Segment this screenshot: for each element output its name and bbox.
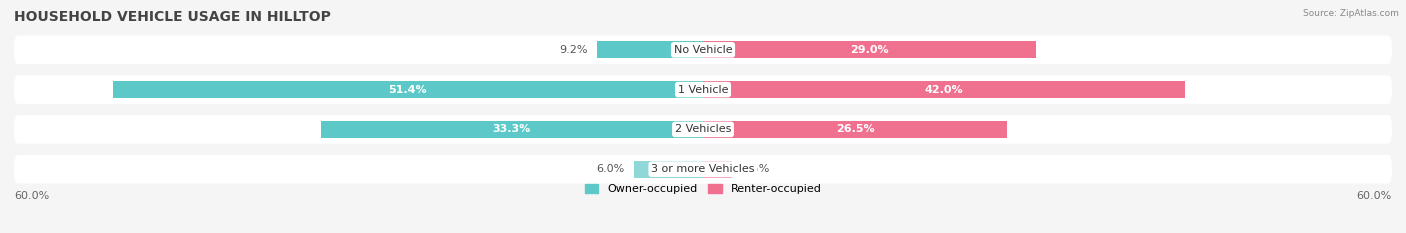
FancyBboxPatch shape	[14, 35, 1392, 64]
Bar	[703, 81, 1185, 98]
Text: No Vehicle: No Vehicle	[673, 45, 733, 55]
Bar	[112, 81, 703, 98]
Text: 51.4%: 51.4%	[388, 85, 427, 95]
Text: 26.5%: 26.5%	[835, 124, 875, 134]
FancyBboxPatch shape	[14, 75, 1392, 104]
Legend: Owner-occupied, Renter-occupied: Owner-occupied, Renter-occupied	[581, 179, 825, 199]
Text: 60.0%: 60.0%	[14, 191, 49, 201]
FancyBboxPatch shape	[14, 155, 1392, 184]
Text: 2 Vehicles: 2 Vehicles	[675, 124, 731, 134]
Text: 1 Vehicle: 1 Vehicle	[678, 85, 728, 95]
Text: 33.3%: 33.3%	[492, 124, 531, 134]
Text: 60.0%: 60.0%	[1357, 191, 1392, 201]
Text: 2.5%: 2.5%	[741, 164, 769, 174]
Text: 3 or more Vehicles: 3 or more Vehicles	[651, 164, 755, 174]
Bar	[703, 161, 731, 178]
Text: 6.0%: 6.0%	[596, 164, 624, 174]
Text: 9.2%: 9.2%	[560, 45, 588, 55]
Bar	[598, 41, 703, 58]
Bar	[703, 41, 1036, 58]
Bar	[703, 121, 1007, 138]
Text: 29.0%: 29.0%	[851, 45, 889, 55]
Bar	[321, 121, 703, 138]
Text: HOUSEHOLD VEHICLE USAGE IN HILLTOP: HOUSEHOLD VEHICLE USAGE IN HILLTOP	[14, 10, 330, 24]
Bar	[634, 161, 703, 178]
FancyBboxPatch shape	[14, 115, 1392, 144]
Text: 42.0%: 42.0%	[925, 85, 963, 95]
Text: Source: ZipAtlas.com: Source: ZipAtlas.com	[1303, 9, 1399, 18]
